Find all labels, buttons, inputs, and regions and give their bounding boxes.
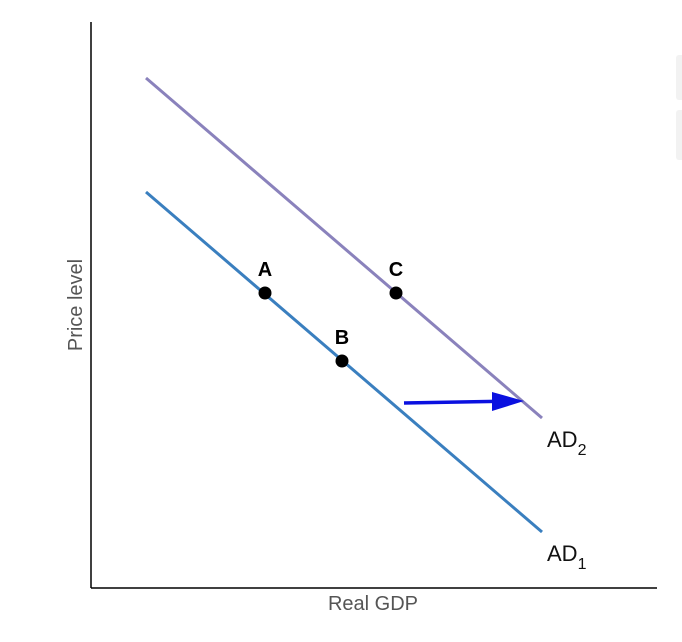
x-axis-label: Real GDP	[328, 593, 418, 615]
edge-shade-bottom	[676, 110, 682, 160]
ad1-label: AD1	[547, 541, 587, 573]
y-axis-label: Price level	[65, 259, 87, 351]
point-b-label: B	[335, 327, 349, 349]
edge-shade-top	[676, 55, 682, 100]
ad2-curve	[145, 76, 543, 420]
ad2-label: AD2	[547, 427, 587, 459]
ad1-label-main: AD	[547, 541, 578, 566]
point-a	[258, 286, 272, 300]
point-a-label: A	[258, 259, 272, 281]
point-c	[389, 286, 403, 300]
point-b	[335, 354, 349, 368]
point-c-label: C	[389, 259, 403, 281]
ad2-label-subscript: 2	[578, 442, 587, 459]
ad2-label-main: AD	[547, 427, 578, 452]
ad1-label-subscript: 1	[578, 556, 587, 573]
shift-arrow-head	[492, 392, 524, 411]
